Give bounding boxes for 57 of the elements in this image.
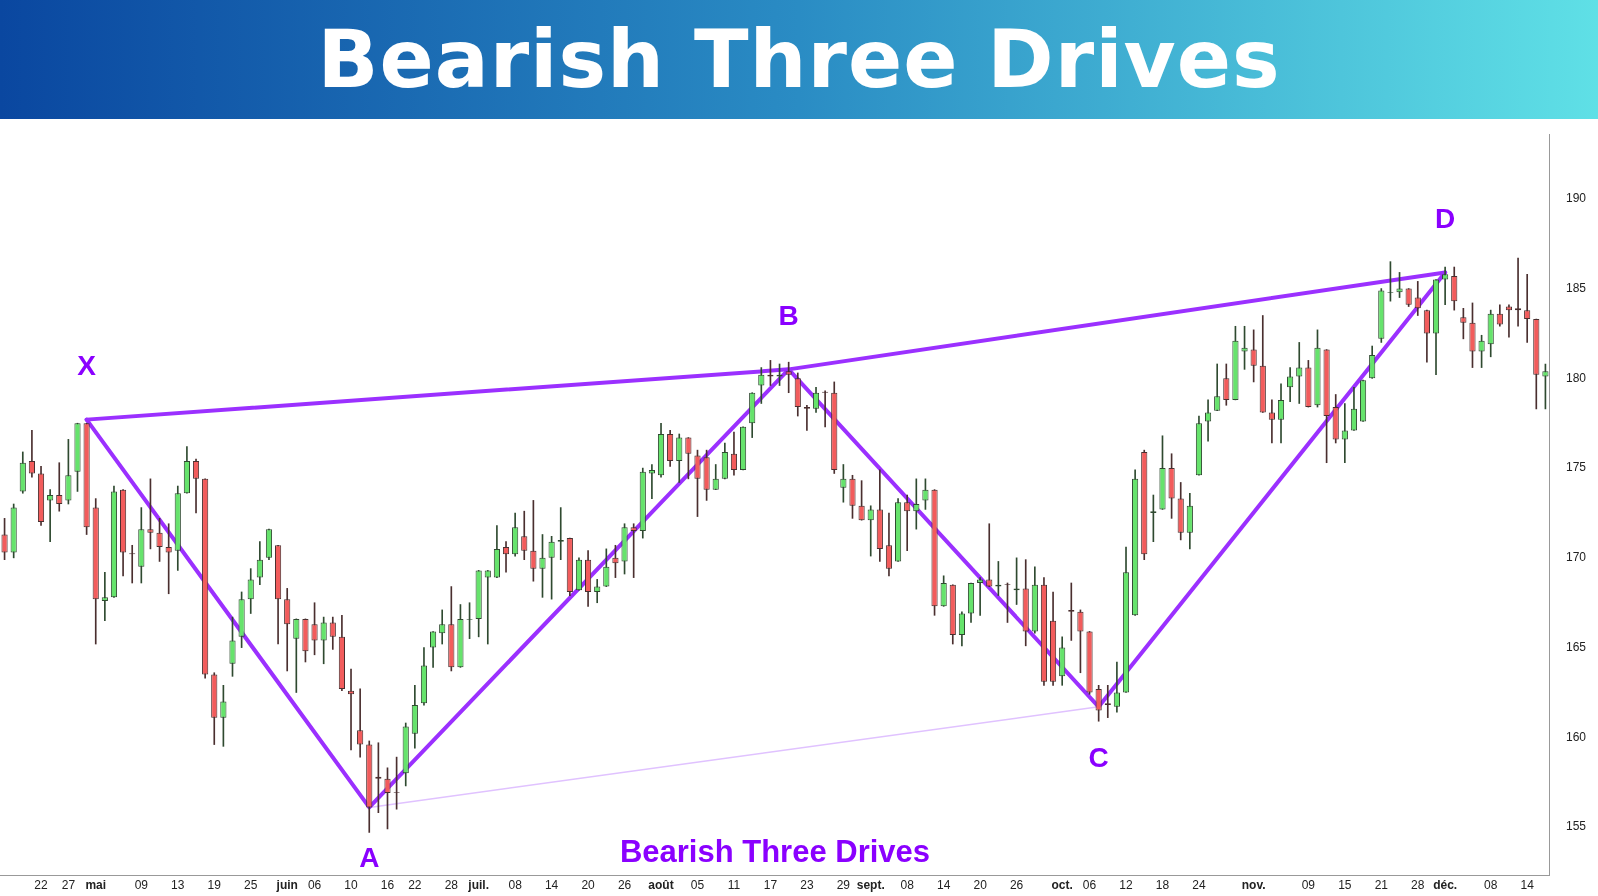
x-tick-label: 20 <box>973 878 988 893</box>
chart-title: Bearish Three Drives <box>317 13 1281 106</box>
y-tick-label: 190 <box>1565 191 1587 206</box>
x-tick-label: 27 <box>61 878 76 893</box>
x-tick-label: 23 <box>800 878 814 893</box>
x-tick-label: 26 <box>617 878 632 893</box>
x-tick-label: 14 <box>1520 878 1535 893</box>
x-tick-label: 22 <box>408 878 422 893</box>
x-tick-label: 13 <box>171 878 185 893</box>
annotation: A <box>359 842 380 874</box>
x-tick-label: déc. <box>1433 878 1458 893</box>
x-tick-label: 21 <box>1374 878 1389 893</box>
x-tick-label: oct. <box>1051 878 1073 893</box>
y-tick-label: 160 <box>1565 729 1587 744</box>
x-tick-label: août <box>648 878 674 893</box>
annotation: Bearish Three Drives <box>619 834 931 870</box>
x-tick-label: 09 <box>1301 878 1316 893</box>
x-tick-label: 25 <box>244 878 258 893</box>
y-tick-label: 170 <box>1565 550 1587 565</box>
annotation: D <box>1435 203 1456 235</box>
x-tick-label: 10 <box>344 878 359 893</box>
x-tick-label: 29 <box>836 878 851 893</box>
x-tick-label: sept. <box>856 878 885 893</box>
y-tick-label: 165 <box>1565 639 1587 654</box>
y-tick-label: 180 <box>1565 370 1587 385</box>
x-tick-label: 28 <box>444 878 459 893</box>
annotation: B <box>778 300 799 332</box>
x-tick-label: 11 <box>727 878 741 893</box>
x-tick-label: 26 <box>1009 878 1024 893</box>
x-tick-label: 05 <box>690 878 705 893</box>
x-tick-label: 20 <box>581 878 596 893</box>
x-tick-label: 08 <box>1484 878 1498 893</box>
x-tick-label: 08 <box>900 878 915 893</box>
x-tick-label: 14 <box>544 878 559 893</box>
x-tick-label: 19 <box>207 878 222 893</box>
x-tick-label: 12 <box>1119 878 1134 893</box>
x-tick-label: 14 <box>936 878 951 893</box>
x-tick-label: 18 <box>1155 878 1170 893</box>
x-tick-label: mai <box>85 878 107 893</box>
x-tick-label: nov. <box>1241 878 1266 893</box>
x-tick-label: 06 <box>307 878 322 893</box>
x-tick-label: 17 <box>763 878 778 893</box>
x-tick-label: 15 <box>1338 878 1352 893</box>
x-tick-label: 24 <box>1192 878 1206 893</box>
x-tick-label: 22 <box>34 878 49 893</box>
x-tick-label: 09 <box>134 878 149 893</box>
y-tick-label: 175 <box>1565 460 1587 475</box>
annotation: C <box>1088 741 1109 773</box>
x-tick-label: juin <box>275 878 298 893</box>
x-tick-label: 08 <box>508 878 523 893</box>
annotation: X <box>77 350 97 382</box>
x-tick-label: 16 <box>380 878 395 893</box>
x-tick-label: 06 <box>1082 878 1097 893</box>
x-tick-label: juil. <box>467 878 490 893</box>
y-tick-label: 155 <box>1565 819 1587 834</box>
y-tick-label: 185 <box>1565 280 1587 295</box>
x-tick-label: 28 <box>1411 878 1425 893</box>
